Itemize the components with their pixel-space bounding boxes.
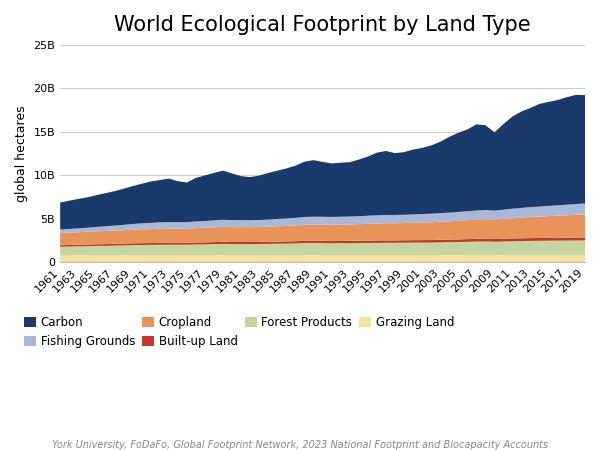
Title: World Ecological Footprint by Land Type: World Ecological Footprint by Land Type	[114, 15, 531, 35]
Text: York University, FoDaFo, Global Footprint Network, 2023 National Footprint and B: York University, FoDaFo, Global Footprin…	[52, 440, 548, 450]
Legend: Carbon, Fishing Grounds, Cropland, Built-up Land, Forest Products, Grazing Land: Carbon, Fishing Grounds, Cropland, Built…	[24, 316, 454, 348]
Y-axis label: global hectares: global hectares	[15, 105, 28, 202]
